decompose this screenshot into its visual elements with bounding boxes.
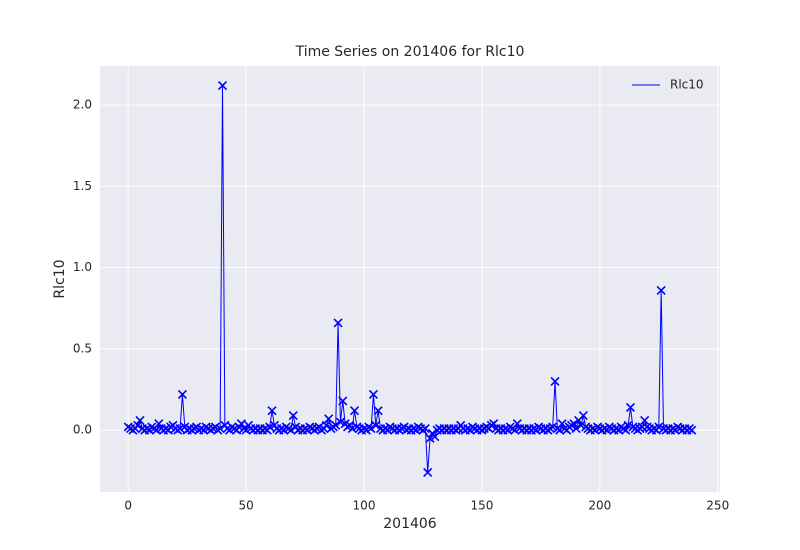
y-axis-label: Rlc10: [52, 259, 68, 298]
y-tick-label: 1.5: [73, 179, 92, 193]
marker: [321, 420, 331, 430]
y-tick-label: 2.0: [73, 98, 92, 112]
marker: [333, 318, 343, 328]
marker: [571, 424, 581, 434]
marker: [371, 420, 381, 430]
marker: [368, 389, 379, 400]
marker: [217, 80, 228, 91]
marker: [420, 424, 430, 434]
marker: [133, 420, 143, 430]
marker: [286, 425, 296, 435]
marker: [621, 425, 631, 435]
marker: [154, 419, 164, 429]
marker: [366, 424, 376, 434]
marker: [350, 406, 360, 416]
y-tick-label: 0.0: [73, 423, 92, 437]
marker: [236, 419, 246, 429]
marker: [550, 376, 560, 387]
marker: [430, 432, 440, 442]
marker: [687, 425, 697, 435]
marker: [578, 411, 588, 421]
marker: [640, 415, 650, 426]
marker: [135, 415, 145, 426]
marker: [625, 402, 636, 413]
x-tick-label: 0: [124, 499, 132, 513]
x-tick-label: 200: [588, 499, 611, 513]
x-tick-label: 100: [353, 499, 376, 513]
plot-area: [100, 66, 720, 492]
marker: [512, 419, 522, 429]
marker: [489, 419, 499, 429]
legend-label: Rlc10: [670, 78, 704, 92]
marker: [373, 406, 383, 416]
marker: [177, 389, 187, 400]
marker: [569, 419, 579, 429]
marker: [215, 424, 225, 434]
marker: [288, 411, 298, 421]
x-axis-label: 201406: [383, 516, 437, 532]
marker: [557, 419, 567, 429]
x-tick-label: 50: [238, 499, 253, 513]
marker: [656, 285, 666, 295]
y-tick-label: 0.5: [73, 341, 92, 355]
marker: [267, 406, 277, 416]
x-tick-label: 250: [706, 499, 729, 513]
marker: [331, 420, 341, 430]
marker: [324, 414, 334, 424]
marker: [423, 467, 433, 478]
x-tick-label: 150: [470, 499, 493, 513]
marker: [338, 396, 348, 406]
chart-title: Time Series on 201406 for Rlc10: [295, 44, 525, 60]
y-tick-label: 1.0: [73, 260, 92, 274]
